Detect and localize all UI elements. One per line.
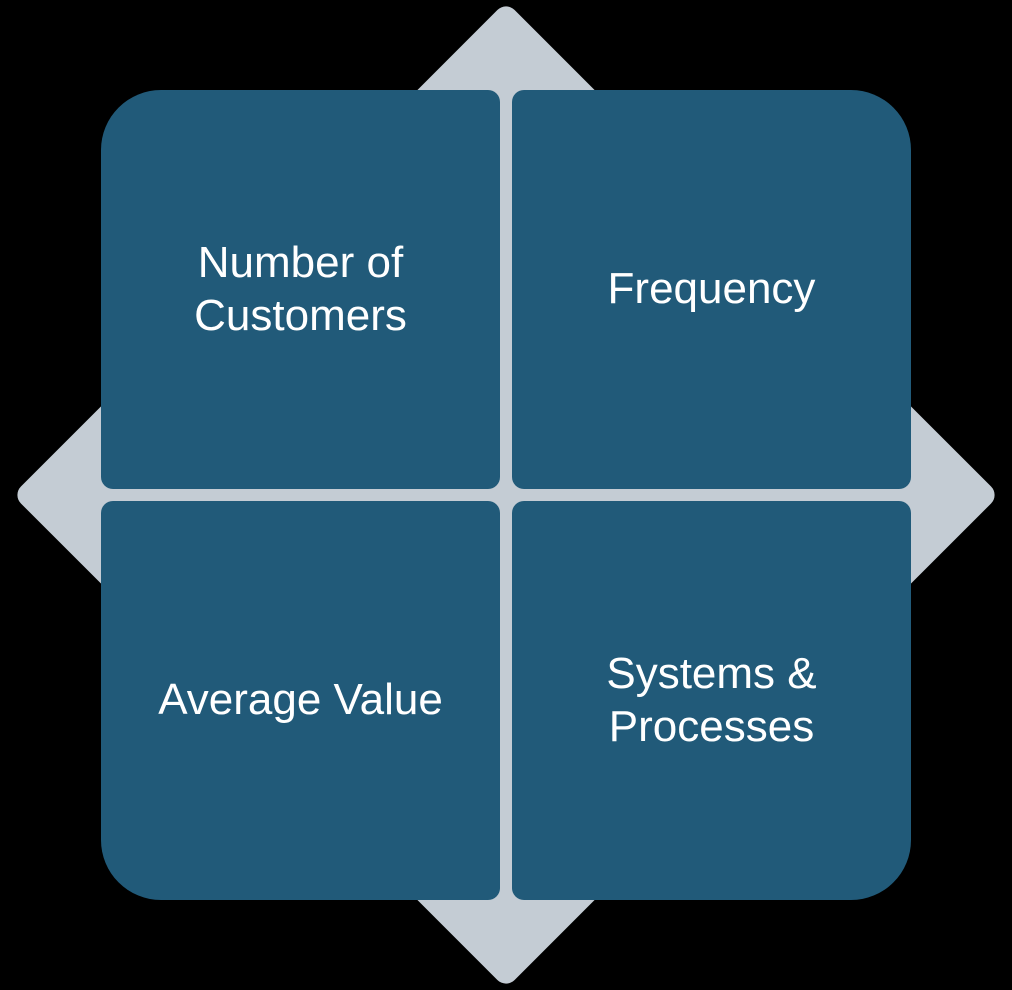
quadrant-label: Number of Customers [121,237,480,343]
quadrant-label: Average Value [158,674,443,727]
quadrant-bottom-right: Systems & Processes [512,501,911,900]
quadrant-grid: Number of Customers Frequency Average Va… [101,90,911,900]
quadrant-label: Frequency [608,263,816,316]
quadrant-bottom-left: Average Value [101,501,500,900]
quadrant-top-left: Number of Customers [101,90,500,489]
quadrant-top-right: Frequency [512,90,911,489]
quadrant-label: Systems & Processes [532,648,891,754]
diagram-canvas: Number of Customers Frequency Average Va… [0,0,1012,990]
